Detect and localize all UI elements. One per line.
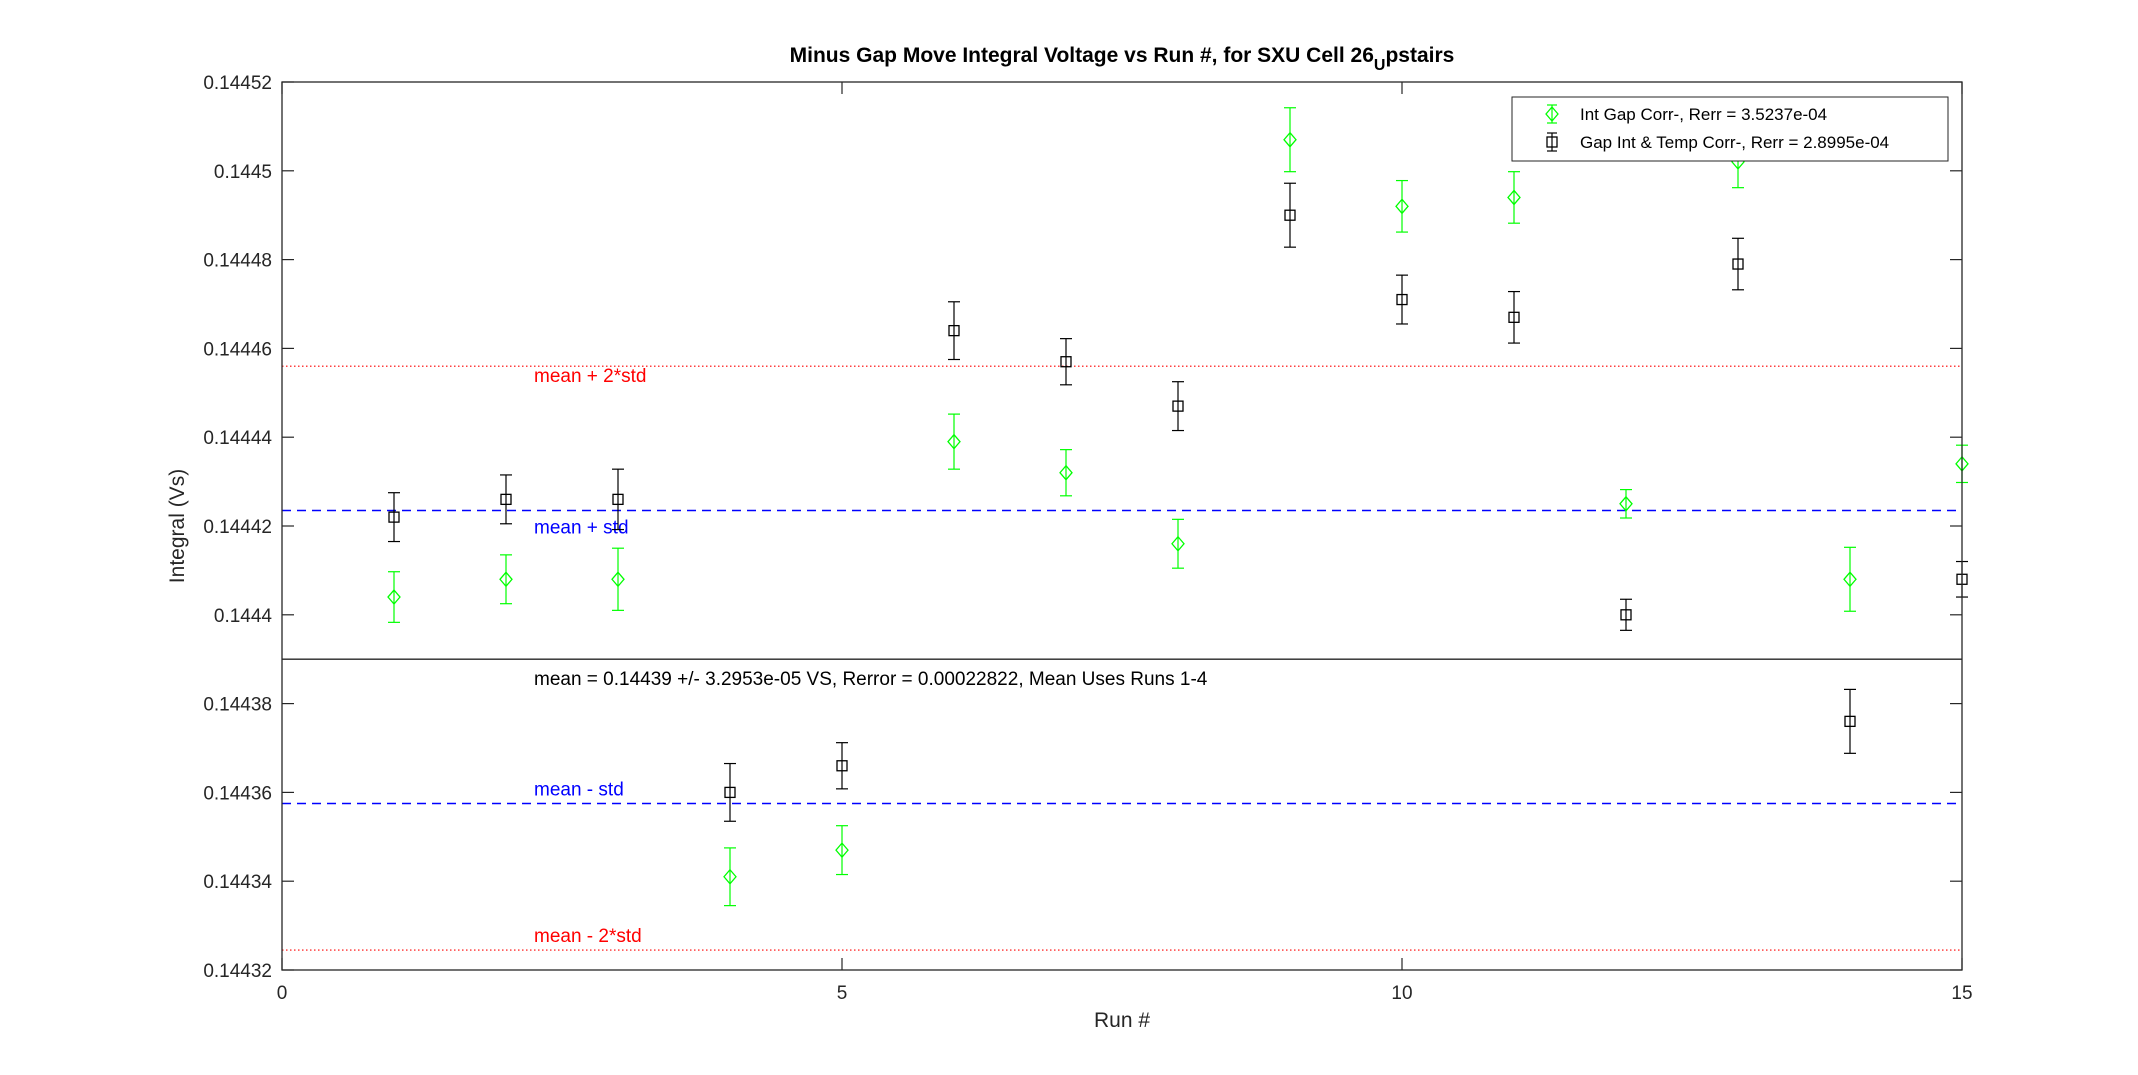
x-tick-label: 5 bbox=[837, 983, 848, 1004]
legend-entry-int-gap-corr: Int Gap Corr-, Rerr = 3.5237e-04 bbox=[1545, 104, 1827, 124]
chart-title-subscript: U bbox=[1374, 57, 1386, 74]
y-tick-label: 0.1445 bbox=[214, 162, 272, 183]
data-point bbox=[1172, 381, 1184, 432]
data-point bbox=[1171, 518, 1185, 569]
x-tick-label: 10 bbox=[1391, 983, 1412, 1004]
data-point bbox=[723, 847, 737, 907]
y-tick-label: 0.14432 bbox=[203, 961, 272, 982]
ticks-layer: 0.14432 0.14434 0.14436 0.14438 0.1444 0.1444… bbox=[203, 73, 1972, 1004]
series-layer bbox=[387, 107, 1969, 907]
diamond-marker bbox=[1619, 495, 1633, 512]
square-marker bbox=[1396, 293, 1408, 306]
data-point bbox=[1844, 688, 1856, 754]
square-marker bbox=[836, 760, 848, 772]
y-axis-label: Integral (Vs) bbox=[166, 469, 189, 583]
x-axis-label: Run # bbox=[1094, 1009, 1150, 1032]
diamond-marker bbox=[499, 571, 513, 588]
square-marker bbox=[500, 493, 512, 506]
data-point bbox=[499, 554, 513, 605]
square-marker bbox=[724, 786, 736, 799]
legend-diamond-marker bbox=[1545, 106, 1559, 122]
mean-line-label: mean = 0.14439 +/- 3.2953e-05 VS, Rerror… bbox=[534, 669, 1208, 690]
data-point bbox=[1284, 182, 1296, 248]
y-tick-label: 0.14436 bbox=[203, 783, 272, 804]
plot-area bbox=[282, 82, 1962, 970]
data-point bbox=[500, 474, 512, 525]
legend: Int Gap Corr-, Rerr = 3.5237e-04 Gap Int… bbox=[1511, 96, 1949, 162]
square-marker bbox=[1284, 209, 1296, 221]
y-tick-label: 0.14438 bbox=[203, 695, 272, 716]
data-point bbox=[947, 413, 961, 470]
legend-label-gap-int-temp-corr: Gap Int & Temp Corr-, Rerr = 2.8995e-04 bbox=[1580, 133, 1889, 152]
y-tick-label: 0.14446 bbox=[203, 339, 272, 360]
square-marker bbox=[1508, 311, 1520, 323]
diamond-marker bbox=[1171, 535, 1185, 552]
legend-marker-diamond bbox=[1545, 104, 1559, 124]
chart-title: Minus Gap Move Integral Voltage vs Run #… bbox=[790, 44, 1455, 74]
chart-title-main: Minus Gap Move Integral Voltage vs Run #… bbox=[790, 44, 1374, 67]
data-point bbox=[1508, 290, 1520, 344]
diamond-marker bbox=[1507, 189, 1521, 206]
reference-line-label: mean + std bbox=[534, 517, 629, 538]
legend-marker-square bbox=[1546, 132, 1558, 152]
legend-square-marker bbox=[1546, 136, 1558, 148]
y-tick-label: 0.14442 bbox=[203, 517, 272, 538]
reference-line-label: mean - 2*std bbox=[534, 926, 642, 947]
square-marker bbox=[948, 324, 960, 337]
data-point bbox=[612, 468, 624, 531]
diamond-marker bbox=[835, 842, 849, 859]
y-tick-label: 0.14434 bbox=[203, 872, 272, 893]
square-marker bbox=[1844, 715, 1856, 728]
data-point bbox=[1396, 274, 1408, 325]
diamond-marker bbox=[947, 433, 961, 450]
data-point bbox=[1620, 598, 1632, 631]
reference-line-label: mean - std bbox=[534, 780, 624, 801]
data-point bbox=[611, 547, 625, 611]
reference-lines: mean + 2*std mean + std mean - std mean - 2… bbox=[282, 365, 1962, 951]
y-tick-label: 0.14452 bbox=[203, 73, 272, 94]
diamond-marker bbox=[1059, 464, 1073, 481]
data-point bbox=[387, 571, 401, 623]
data-point bbox=[724, 762, 736, 822]
square-marker bbox=[388, 511, 400, 523]
data-point bbox=[1619, 488, 1633, 519]
x-tick-label: 0 bbox=[277, 983, 288, 1004]
square-marker bbox=[1172, 400, 1184, 412]
data-point bbox=[1843, 546, 1857, 612]
data-point bbox=[1395, 179, 1409, 233]
data-point bbox=[836, 742, 848, 790]
square-marker bbox=[1060, 356, 1072, 368]
x-tick-label: 15 bbox=[1951, 983, 1972, 1004]
y-tick-label: 0.1444 bbox=[214, 606, 273, 627]
diamond-marker bbox=[1395, 198, 1409, 215]
plot-frame bbox=[281, 81, 1963, 971]
data-point bbox=[1507, 171, 1521, 224]
data-point bbox=[1283, 107, 1297, 173]
y-tick-label: 0.14444 bbox=[203, 428, 272, 449]
chart-title-rest: pstairs bbox=[1385, 44, 1454, 67]
square-marker bbox=[612, 493, 624, 506]
diamond-marker bbox=[611, 571, 625, 588]
square-marker bbox=[1620, 609, 1632, 621]
legend-box bbox=[1511, 96, 1949, 162]
square-marker bbox=[1732, 258, 1744, 270]
diamond-marker bbox=[723, 868, 737, 885]
data-point bbox=[835, 825, 849, 876]
legend-entry-gap-int-temp-corr: Gap Int & Temp Corr-, Rerr = 2.8995e-04 bbox=[1546, 132, 1889, 152]
data-point bbox=[1732, 237, 1744, 291]
data-point bbox=[388, 492, 400, 543]
reference-line-label: mean + 2*std bbox=[534, 366, 647, 387]
diamond-marker bbox=[387, 589, 401, 606]
legend-label-int-gap-corr: Int Gap Corr-, Rerr = 3.5237e-04 bbox=[1580, 105, 1827, 124]
diamond-marker bbox=[1283, 131, 1297, 148]
data-point bbox=[948, 301, 960, 361]
data-point bbox=[1060, 338, 1072, 386]
data-point bbox=[1059, 449, 1073, 497]
diamond-marker bbox=[1843, 571, 1857, 588]
series-diamond bbox=[387, 107, 1969, 907]
y-tick-label: 0.14448 bbox=[203, 251, 272, 272]
